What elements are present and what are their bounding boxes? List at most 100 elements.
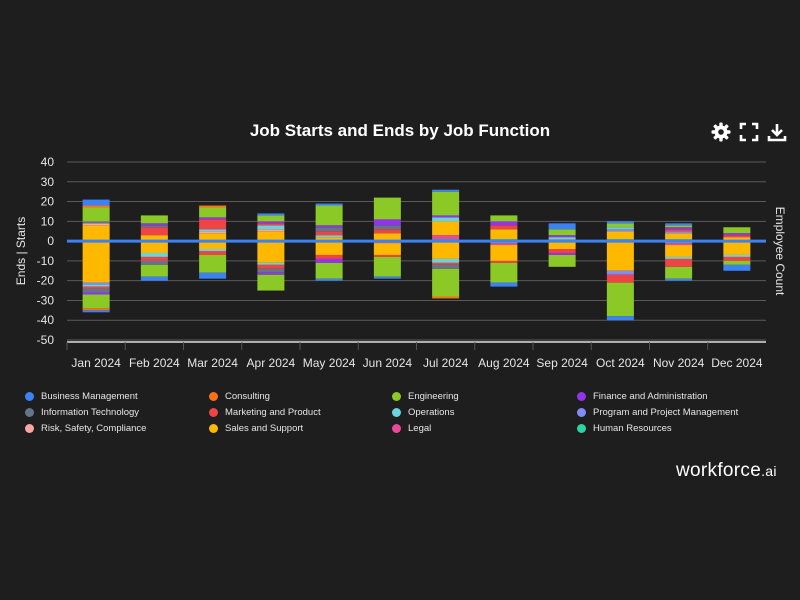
bar-end-sales-and-support[interactable]: [548, 241, 576, 250]
bar-end-sales-and-support[interactable]: [140, 241, 168, 253]
bar-start-sales-and-support[interactable]: [432, 221, 460, 236]
bar-start-finance-and-administration[interactable]: [723, 233, 751, 236]
bar-start-operations[interactable]: [548, 237, 576, 240]
legend-item[interactable]: Finance and Administration: [577, 391, 708, 402]
bar-start-information-technology[interactable]: [140, 225, 168, 228]
bar-start-marketing-and-product[interactable]: [315, 231, 343, 236]
bar-end-legal[interactable]: [490, 243, 518, 246]
bar-start-operations[interactable]: [432, 217, 460, 222]
bar-end-sales-and-support[interactable]: [432, 241, 460, 259]
bar-end-marketing-and-product[interactable]: [315, 254, 343, 259]
bar-end-sales-and-support[interactable]: [257, 241, 285, 263]
bar-end-engineering[interactable]: [315, 262, 343, 279]
bar-end-engineering[interactable]: [82, 294, 110, 309]
bar-end-operations[interactable]: [199, 249, 227, 251]
bar-end-engineering[interactable]: [723, 260, 751, 265]
bar-start-engineering[interactable]: [606, 223, 634, 228]
bar-start-sales-and-support[interactable]: [315, 237, 343, 242]
bar-end-sales-and-support[interactable]: [315, 241, 343, 255]
bar-start-finance-and-administration[interactable]: [257, 221, 285, 224]
bar-start-business-management[interactable]: [665, 223, 693, 226]
bar-end-sales-and-support[interactable]: [490, 245, 518, 261]
legend-item[interactable]: Business Management: [25, 391, 138, 402]
bar-start-business-management[interactable]: [606, 221, 634, 224]
bar-start-engineering[interactable]: [373, 197, 401, 220]
bar-start-risk-safety-compliance[interactable]: [199, 231, 227, 234]
bar-start-business-management[interactable]: [548, 223, 576, 230]
bar-end-engineering[interactable]: [490, 262, 518, 283]
bar-end-business-management[interactable]: [665, 278, 693, 281]
bar-start-engineering[interactable]: [199, 207, 227, 218]
bar-end-engineering[interactable]: [257, 274, 285, 291]
bar-end-finance-and-administration[interactable]: [257, 272, 285, 275]
bar-end-marketing-and-product[interactable]: [373, 254, 401, 257]
bar-start-finance-and-administration[interactable]: [432, 215, 460, 218]
bar-end-sales-and-support[interactable]: [606, 241, 634, 271]
bar-start-legal[interactable]: [432, 235, 460, 240]
bar-end-business-management[interactable]: [199, 272, 227, 279]
bar-end-sales-and-support[interactable]: [199, 241, 227, 250]
bar-end-operations[interactable]: [432, 258, 460, 263]
bar-end-consulting[interactable]: [432, 296, 460, 299]
legend-item[interactable]: Program and Project Management: [577, 407, 738, 418]
bar-end-information-technology[interactable]: [257, 268, 285, 273]
bar-end-operations[interactable]: [665, 256, 693, 259]
bar-end-business-management[interactable]: [606, 316, 634, 321]
bar-end-engineering[interactable]: [432, 268, 460, 297]
bar-end-operations[interactable]: [140, 252, 168, 257]
bar-start-information-technology[interactable]: [315, 227, 343, 232]
bar-start-marketing-and-product[interactable]: [490, 225, 518, 230]
bar-end-business-management[interactable]: [723, 264, 751, 271]
bar-start-marketing-and-product[interactable]: [199, 219, 227, 230]
bar-end-sales-and-support[interactable]: [82, 241, 110, 283]
legend-item[interactable]: Risk, Safety, Compliance: [25, 423, 146, 434]
legend-item[interactable]: Operations: [392, 407, 454, 418]
bar-start-engineering[interactable]: [548, 229, 576, 236]
bar-start-business-management[interactable]: [257, 213, 285, 216]
bar-start-finance-and-administration[interactable]: [665, 227, 693, 230]
legend-item[interactable]: Sales and Support: [209, 423, 303, 434]
bar-start-operations[interactable]: [257, 225, 285, 230]
bar-end-business-management[interactable]: [82, 310, 110, 313]
bar-end-operations[interactable]: [723, 254, 751, 257]
bar-start-sales-and-support[interactable]: [606, 231, 634, 240]
bar-start-sales-and-support[interactable]: [490, 229, 518, 240]
bar-end-sales-and-support[interactable]: [665, 245, 693, 257]
bar-end-finance-and-administration[interactable]: [82, 292, 110, 295]
bar-start-engineering[interactable]: [723, 227, 751, 234]
bar-end-consulting[interactable]: [82, 308, 110, 311]
bar-start-marketing-and-product[interactable]: [373, 229, 401, 234]
bar-end-engineering[interactable]: [140, 264, 168, 277]
bar-end-business-management[interactable]: [140, 276, 168, 281]
legend-item[interactable]: Engineering: [392, 391, 459, 402]
bar-end-information-technology[interactable]: [432, 264, 460, 269]
bar-start-engineering[interactable]: [140, 215, 168, 224]
bar-start-sales-and-support[interactable]: [373, 233, 401, 242]
download-icon[interactable]: [767, 122, 787, 142]
bar-start-business-management[interactable]: [315, 203, 343, 206]
bar-start-consulting[interactable]: [199, 205, 227, 208]
bar-end-marketing-and-product[interactable]: [606, 274, 634, 283]
bar-start-sales-and-support[interactable]: [257, 231, 285, 242]
bar-start-finance-and-administration[interactable]: [490, 221, 518, 226]
legend-item[interactable]: Human Resources: [577, 423, 672, 434]
bar-start-risk-safety-compliance[interactable]: [257, 229, 285, 232]
bar-start-marketing-and-product[interactable]: [723, 235, 751, 238]
bar-start-engineering[interactable]: [490, 215, 518, 222]
bar-start-engineering[interactable]: [257, 215, 285, 222]
bar-end-business-management[interactable]: [490, 282, 518, 287]
legend-item[interactable]: Consulting: [209, 391, 270, 402]
bar-start-engineering[interactable]: [82, 207, 110, 222]
bar-end-marketing-and-product[interactable]: [82, 286, 110, 289]
bar-start-finance-and-administration[interactable]: [548, 235, 576, 238]
bar-end-program-and-project-management[interactable]: [606, 270, 634, 275]
bar-end-sales-and-support[interactable]: [723, 241, 751, 255]
bar-end-business-management[interactable]: [373, 276, 401, 279]
bar-end-marketing-and-product[interactable]: [723, 256, 751, 261]
bar-end-marketing-and-product[interactable]: [665, 258, 693, 267]
bar-start-business-management[interactable]: [82, 199, 110, 206]
gear-icon[interactable]: [711, 122, 731, 142]
bar-end-operations[interactable]: [257, 262, 285, 265]
bar-start-risk-safety-compliance[interactable]: [82, 223, 110, 226]
bar-start-marketing-and-product[interactable]: [257, 223, 285, 226]
